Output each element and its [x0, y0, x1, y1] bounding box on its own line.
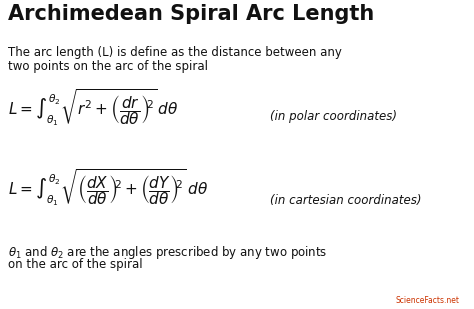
Text: two points on the arc of the spiral: two points on the arc of the spiral: [8, 60, 208, 73]
Text: $\theta_1$ and $\theta_2$ are the angles prescribed by any two points: $\theta_1$ and $\theta_2$ are the angles…: [8, 244, 328, 261]
Text: The arc length (L) is define as the distance between any: The arc length (L) is define as the dist…: [8, 46, 342, 59]
Text: (in cartesian coordinates): (in cartesian coordinates): [270, 194, 421, 207]
Text: $L = \int_{\theta_1}^{\theta_2} \sqrt{\left(\dfrac{dX}{d\theta}\right)^{\!\!2} +: $L = \int_{\theta_1}^{\theta_2} \sqrt{\l…: [8, 168, 208, 209]
Text: ScienceFacts.net: ScienceFacts.net: [396, 296, 460, 305]
Text: $L = \int_{\theta_1}^{\theta_2} \sqrt{r^2 + \left(\dfrac{dr}{d\theta}\right)^{\!: $L = \int_{\theta_1}^{\theta_2} \sqrt{r^…: [8, 88, 178, 129]
Text: on the arc of the spiral: on the arc of the spiral: [8, 258, 143, 271]
Text: Archimedean Spiral Arc Length: Archimedean Spiral Arc Length: [8, 4, 374, 24]
Text: (in polar coordinates): (in polar coordinates): [270, 110, 397, 123]
